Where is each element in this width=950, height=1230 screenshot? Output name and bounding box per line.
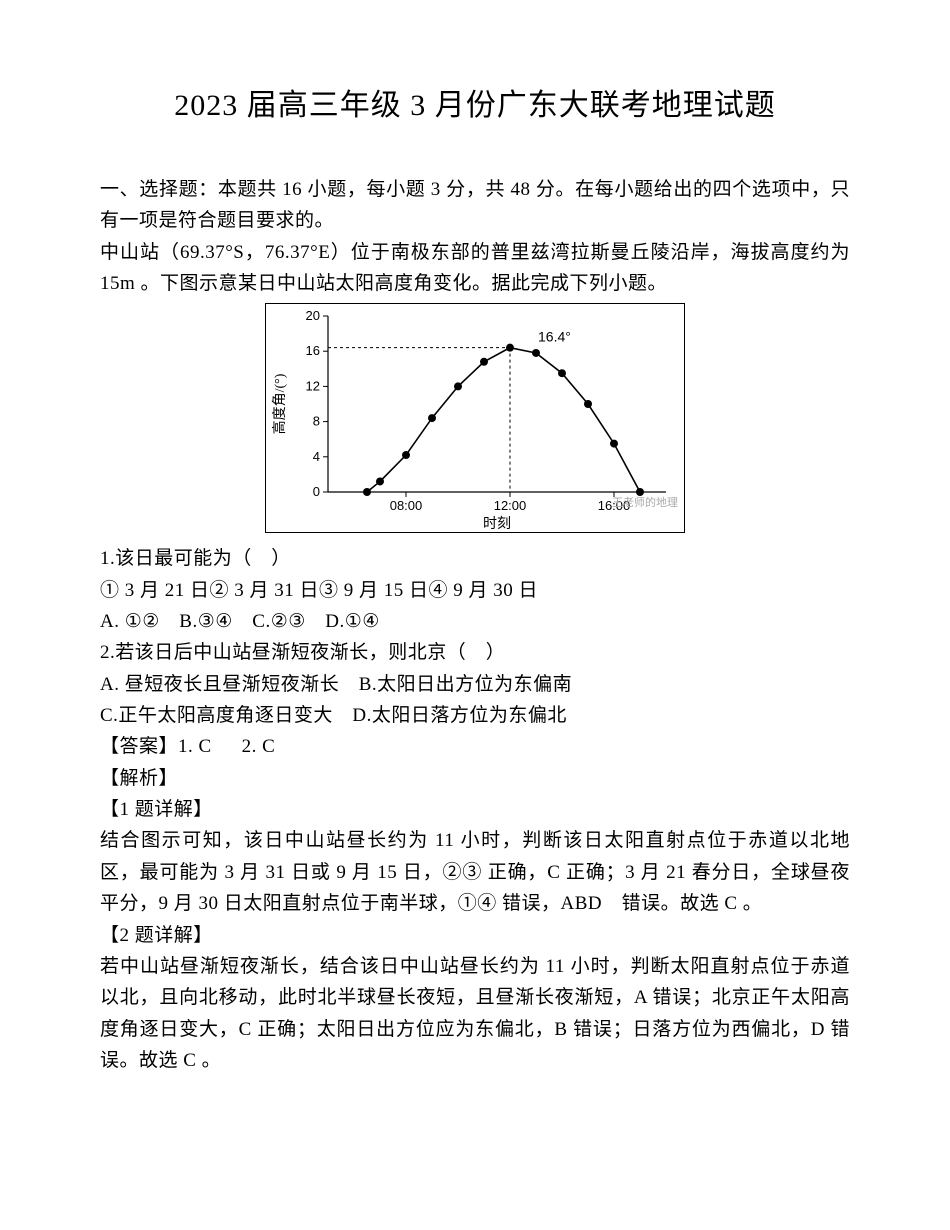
a1-body: 结合图示可知，该日中山站昼长约为 11 小时，判断该日太阳直射点位于赤道以北地区… bbox=[100, 825, 850, 919]
q1-options: ① 3 月 21 日② 3 月 31 日③ 9 月 15 日④ 9 月 30 日 bbox=[100, 575, 850, 606]
q1-choices: A. ①② B.③④ C.②③ D.①④ bbox=[100, 606, 850, 637]
chart-watermark: 王老师的地理 bbox=[612, 494, 678, 510]
svg-text:高度角/(°): 高度角/(°) bbox=[271, 374, 288, 435]
svg-text:8: 8 bbox=[313, 414, 320, 429]
q2-line1: A. 昼短夜长且昼渐短夜渐长 B.太阳日出方位为东偏南 bbox=[100, 669, 850, 700]
solar-altitude-chart: 04812162008:0012:0016:00高度角/(°)时刻16.4° 王… bbox=[265, 303, 685, 533]
a2-body: 若中山站昼渐短夜渐长，结合该日中山站昼长约为 11 小时，判断太阳直射点位于赤道… bbox=[100, 951, 850, 1076]
svg-text:16: 16 bbox=[306, 344, 320, 359]
svg-text:20: 20 bbox=[306, 308, 320, 323]
svg-text:4: 4 bbox=[313, 449, 320, 464]
a1-title: 【1 题详解】 bbox=[100, 794, 850, 825]
question-context: 中山站（69.37°S，76.37°E）位于南极东部的普里兹湾拉斯曼丘陵沿岸，海… bbox=[100, 237, 850, 300]
answer-line: 【答案】1. C 2. C bbox=[100, 731, 850, 762]
svg-text:时刻: 时刻 bbox=[483, 516, 511, 532]
svg-text:0: 0 bbox=[313, 484, 320, 499]
section-intro: 一、选择题：本题共 16 小题，每小题 3 分，共 48 分。在每小题给出的四个… bbox=[100, 174, 850, 237]
q2-line2: C.正午太阳高度角逐日变大 D.太阳日落方位为东偏北 bbox=[100, 700, 850, 731]
page-title: 2023 届高三年级 3 月份广东大联考地理试题 bbox=[100, 80, 850, 124]
svg-text:08:00: 08:00 bbox=[390, 498, 423, 513]
svg-text:12:00: 12:00 bbox=[494, 498, 527, 513]
q1-stem: 1.该日最可能为（ ） bbox=[100, 543, 850, 574]
svg-text:12: 12 bbox=[306, 379, 320, 394]
svg-text:16.4°: 16.4° bbox=[538, 329, 571, 345]
analysis-label: 【解析】 bbox=[100, 763, 850, 794]
q2-stem: 2.若该日后中山站昼渐短夜渐长，则北京（ ） bbox=[100, 637, 850, 668]
chart-container: 04812162008:0012:0016:00高度角/(°)时刻16.4° 王… bbox=[100, 303, 850, 539]
a2-title: 【2 题详解】 bbox=[100, 920, 850, 951]
